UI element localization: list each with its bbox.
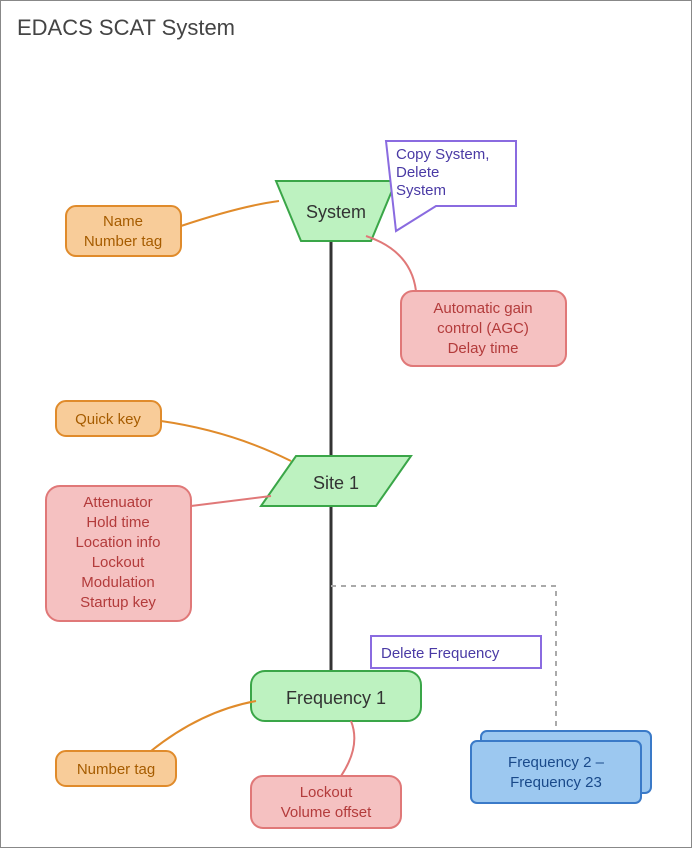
annotation-site-pink-line4: Lockout <box>92 554 145 571</box>
node-freq-more-line2: Frequency 23 <box>510 774 602 791</box>
node-freq1-label: Frequency 1 <box>286 688 386 708</box>
annotation-freq-purple-line1: Delete Frequency <box>381 645 500 662</box>
node-freq-more-line1: Frequency 2 – <box>508 754 605 771</box>
annotation-system-left-line2: Number tag <box>84 233 162 250</box>
annotation-freq-orange-line1: Number tag <box>77 761 155 778</box>
annotation-site-pink-line2: Hold time <box>86 514 149 531</box>
connector-freq-orange <box>151 701 256 751</box>
diagram-frame: EDACS SCAT System System Copy System, De… <box>0 0 692 848</box>
annotation-freq-pink-line1: Lockout <box>300 784 353 801</box>
connector-site-orange <box>161 421 291 461</box>
node-system-label: System <box>306 202 366 222</box>
annotation-site-orange-line1: Quick key <box>75 411 141 428</box>
annotation-system-purple-line1: Copy System, <box>396 146 489 163</box>
annotation-system-purple-line3: System <box>396 182 446 199</box>
annotation-site-pink-line1: Attenuator <box>83 494 152 511</box>
annotation-system-purple-line2: Delete <box>396 164 439 181</box>
annotation-site-pink-line3: Location info <box>75 534 160 551</box>
annotation-system-left-line1: Name <box>103 213 143 230</box>
annotation-freq-pink-line2: Volume offset <box>281 804 372 821</box>
connector-freq-pink <box>341 721 354 776</box>
annotation-agc-line3: Delay time <box>448 340 519 357</box>
diagram-svg: System Copy System, Delete System Name N… <box>1 1 692 849</box>
connector-system-left <box>181 201 279 226</box>
annotation-agc-line2: control (AGC) <box>437 320 529 337</box>
annotation-site-pink-line6: Startup key <box>80 594 156 611</box>
connector-agc <box>366 236 416 291</box>
annotation-site-pink-line5: Modulation <box>81 574 154 591</box>
annotation-agc-line1: Automatic gain <box>433 300 532 317</box>
node-freq-more <box>471 741 641 803</box>
node-site-label: Site 1 <box>313 473 359 493</box>
connector-site-pink <box>191 496 271 506</box>
